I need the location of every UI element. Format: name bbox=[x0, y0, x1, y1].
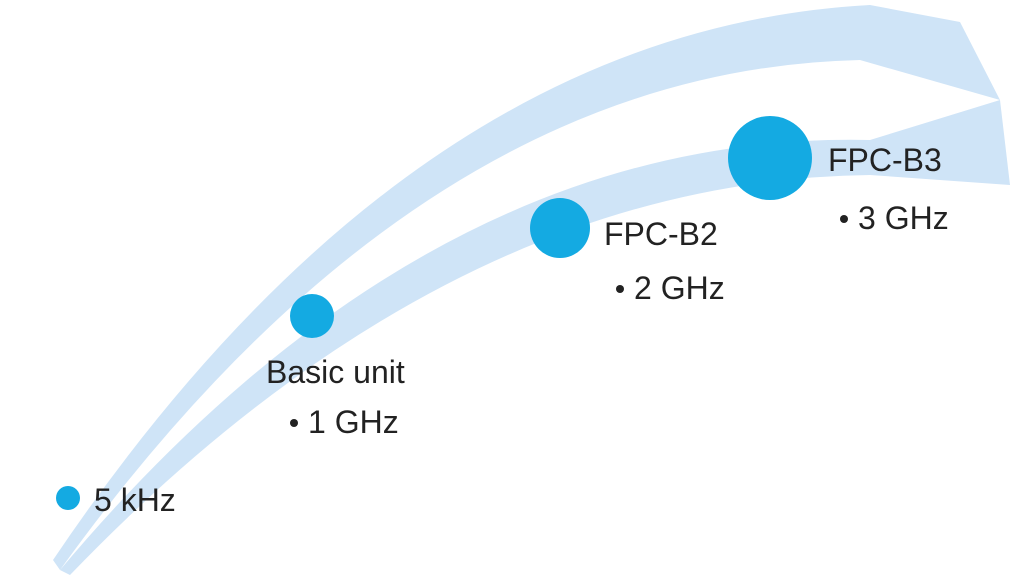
node-b3-title: FPC-B3 bbox=[828, 142, 942, 179]
node-start-label: 5 kHz bbox=[94, 482, 176, 519]
arrow-body-top bbox=[53, 5, 1000, 570]
node-b2-bullet: 2 GHz bbox=[616, 270, 725, 307]
node-b3-bullet-text: 3 GHz bbox=[858, 200, 949, 237]
node-basic-bullet: 1 GHz bbox=[290, 404, 399, 441]
node-basic-dot bbox=[290, 294, 334, 338]
node-basic-title: Basic unit bbox=[266, 354, 405, 391]
node-b3-bullet: 3 GHz bbox=[840, 200, 949, 237]
node-b3-dot bbox=[728, 116, 812, 200]
node-basic-bullet-text: 1 GHz bbox=[308, 404, 399, 441]
node-b2-dot bbox=[530, 198, 590, 258]
bullet-dot-icon bbox=[290, 419, 298, 427]
bullet-dot-icon bbox=[616, 285, 624, 293]
node-start-dot bbox=[56, 486, 80, 510]
node-b2-bullet-text: 2 GHz bbox=[634, 270, 725, 307]
node-b2-title: FPC-B2 bbox=[604, 216, 718, 253]
bullet-dot-icon bbox=[840, 215, 848, 223]
